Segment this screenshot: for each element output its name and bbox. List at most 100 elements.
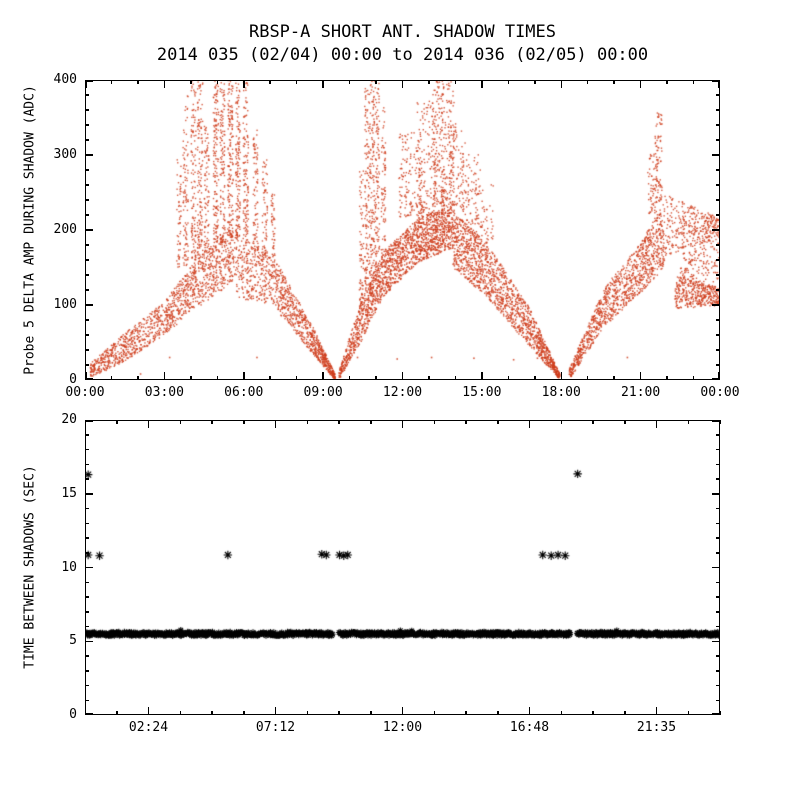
axis-tick [716, 596, 720, 598]
axis-tick [507, 376, 510, 380]
axis-tick [85, 640, 93, 642]
y-tick-label: 15 [61, 485, 77, 501]
axis-tick [655, 420, 658, 428]
axis-tick [85, 448, 89, 451]
axis-tick [666, 376, 668, 380]
axis-tick [716, 448, 720, 451]
axis-tick [85, 420, 93, 422]
axis-tick [85, 596, 89, 598]
axis-tick [560, 80, 562, 88]
axis-tick [110, 80, 113, 84]
axis-tick [147, 420, 150, 428]
axis-tick [85, 581, 89, 583]
axis-tick [712, 304, 720, 306]
top-scatter-canvas [85, 80, 720, 380]
axis-tick [85, 289, 89, 291]
axis-tick [85, 184, 89, 186]
axis-tick [716, 364, 720, 366]
axis-tick [528, 707, 531, 715]
axis-tick [85, 139, 89, 141]
x-tick-label: 16:48 [509, 720, 550, 735]
axis-tick [85, 625, 89, 628]
axis-tick [687, 420, 689, 424]
axis-tick [85, 80, 87, 88]
axis-tick [716, 581, 720, 583]
axis-tick [85, 334, 89, 336]
axis-tick [712, 566, 720, 569]
axis-tick [179, 711, 181, 715]
axis-tick [401, 372, 404, 380]
axis-tick [375, 376, 377, 380]
axis-tick [624, 420, 626, 424]
axis-tick [348, 80, 351, 84]
axis-tick [216, 376, 219, 380]
axis-tick [243, 80, 245, 88]
axis-tick [85, 244, 89, 246]
axis-tick [216, 80, 219, 84]
axis-tick [639, 80, 642, 88]
axis-tick [481, 372, 483, 380]
axis-tick [624, 711, 626, 715]
axis-tick [274, 420, 277, 428]
y-tick-label: 200 [53, 222, 77, 237]
axis-tick [465, 420, 467, 424]
axis-tick [712, 493, 720, 495]
axis-tick [716, 507, 720, 510]
axis-tick [716, 184, 720, 186]
axis-tick [190, 80, 192, 84]
axis-tick [211, 711, 213, 715]
axis-tick [716, 289, 720, 291]
axis-tick [179, 420, 181, 424]
axis-tick [534, 80, 536, 84]
top-plot-area [85, 80, 720, 380]
axis-tick [85, 684, 89, 687]
axis-tick [137, 80, 139, 84]
axis-tick [85, 522, 89, 524]
x-tick-label: 18:00 [541, 385, 581, 400]
y-tick-label: 0 [69, 372, 77, 387]
axis-tick [401, 707, 404, 715]
axis-tick [497, 420, 499, 424]
axis-tick [716, 349, 720, 351]
axis-tick [85, 552, 89, 554]
axis-tick [719, 420, 721, 424]
axis-tick [85, 566, 93, 569]
axis-tick [85, 274, 89, 276]
axis-tick [497, 711, 499, 715]
axis-tick [322, 372, 324, 380]
axis-tick [718, 80, 720, 88]
axis-tick [322, 80, 324, 88]
x-tick-label: 12:00 [382, 720, 423, 735]
y-tick-label: 400 [53, 72, 77, 87]
axis-tick [137, 376, 139, 380]
x-tick-label: 15:00 [462, 385, 502, 400]
axis-tick [147, 707, 150, 715]
axis-tick [716, 537, 720, 539]
axis-tick [716, 334, 720, 336]
axis-tick [116, 711, 118, 715]
axis-tick [560, 711, 562, 715]
axis-tick [428, 376, 430, 380]
axis-tick [269, 80, 271, 84]
x-tick-label: 12:00 [382, 385, 423, 400]
axis-tick [687, 711, 689, 715]
axis-tick [716, 670, 720, 672]
axis-tick [85, 478, 89, 480]
axis-tick [712, 713, 720, 715]
axis-tick [85, 229, 93, 231]
axis-tick [718, 372, 720, 380]
axis-tick [528, 420, 531, 428]
axis-tick [454, 80, 457, 84]
chart-subtitle: 2014 035 (02/04) 00:00 to 2014 036 (02/0… [156, 45, 649, 65]
axis-tick [85, 154, 93, 156]
axis-tick [306, 711, 308, 715]
axis-tick [85, 611, 89, 613]
x-tick-label: 00:00 [700, 385, 740, 400]
axis-tick [85, 463, 89, 465]
axis-tick [692, 80, 695, 84]
axis-tick [306, 420, 308, 424]
axis-tick [586, 80, 589, 84]
axis-tick [481, 80, 483, 88]
x-tick-label: 03:00 [144, 385, 184, 400]
axis-tick [716, 522, 720, 524]
